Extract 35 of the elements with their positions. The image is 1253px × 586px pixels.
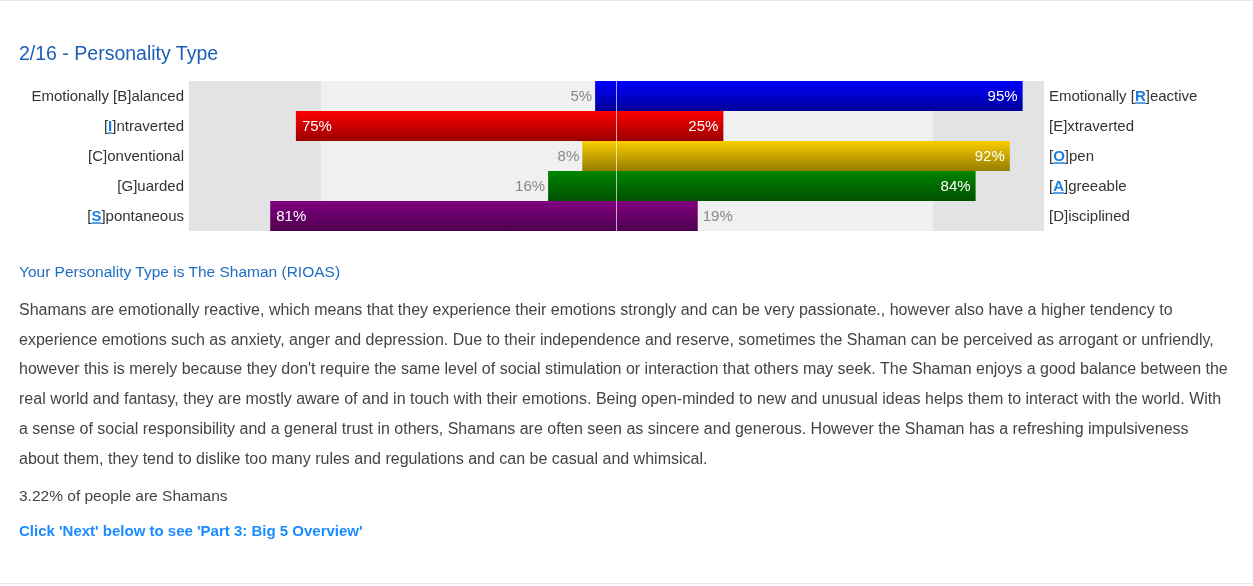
data-label: 84% — [940, 177, 971, 195]
text: Your Personality Type is The Shaman (RIOAS) — [19, 262, 342, 282]
y2-tick-label: Emotionally [R]eactive — [1049, 87, 1198, 105]
text: 3.22% of people are Shamans — [19, 486, 229, 506]
y2-tick-label: [D]isciplined — [1049, 207, 1130, 225]
bar — [616, 201, 698, 231]
bar — [616, 111, 724, 141]
bar — [616, 141, 1010, 171]
y-tick-label: [I]ntraverted — [103, 117, 184, 135]
annotation: 75% — [301, 117, 332, 135]
chart-title: 2/16 - Personality Type — [19, 41, 219, 65]
bar — [295, 111, 617, 141]
y-tick-label: Emotionally [B]alanced — [31, 87, 184, 105]
data-label: 95% — [987, 87, 1018, 105]
y-tick-label: [G]uarded — [117, 177, 184, 195]
bar — [616, 171, 976, 201]
annotation: 8% — [557, 147, 580, 165]
y2-tick-label: [O]pen — [1049, 147, 1095, 165]
annotation: 81% — [276, 207, 307, 225]
annotation: 16% — [515, 177, 546, 195]
y-tick-label: [S]pontaneous — [87, 207, 184, 225]
text: Shamans are emotionally reactive, which means that they experience their emotions strongly and can be very passionate., however also have a higher tendency to experience emotions such as anxiety, anger and depression. Due to their independence and reserve, sometimes the Shaman can be perceived as arrogant or unfriendly, however this is merely because they don't require the same level of social stimulation or interaction that others may seek. The Shaman enjoys a good balance between the real world and fantasy, they are mostly aware of and in touch with their emotions. Being open-minded to new and unusual ideas helps them to interact with the world. With a sense of social responsibility and a general trust in others, Shamans are often seen as sincere and generous. However the Shaman has a refreshing impulsiveness about them, they tend to dislike too many rules and regulations and can be casual and whimsical. — [19, 300, 1229, 469]
bar — [582, 141, 617, 171]
data-label: 92% — [974, 147, 1005, 165]
y-tick-label: [C]onventional — [88, 147, 184, 165]
bar — [595, 81, 617, 111]
data-label: 19% — [702, 207, 733, 225]
annotation: 5% — [570, 87, 593, 105]
bar — [616, 81, 1023, 111]
y2-tick-label: [A]greeable — [1049, 177, 1127, 195]
data-label: 25% — [688, 117, 719, 135]
text: Click 'Next' below to see 'Part 3: Big 5 Overview' — [19, 521, 364, 541]
bar — [270, 201, 617, 231]
y2-tick-label: [E]xtraverted — [1049, 117, 1135, 135]
bar — [548, 171, 617, 201]
